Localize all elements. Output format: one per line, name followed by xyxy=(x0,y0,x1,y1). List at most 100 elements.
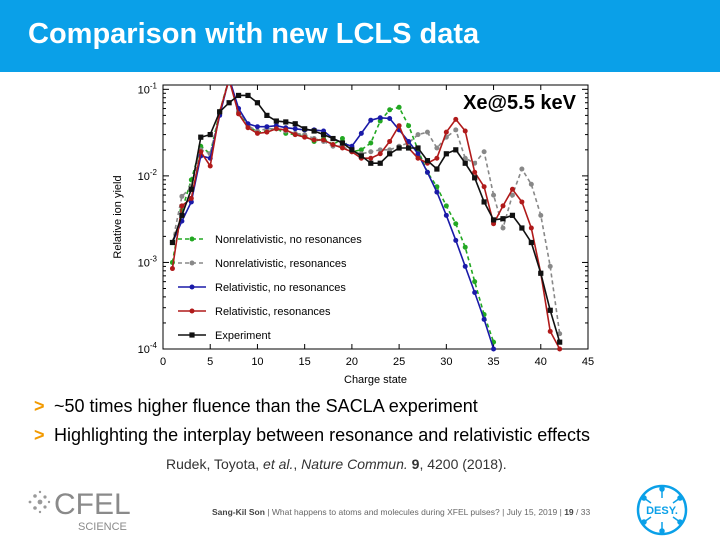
data-point xyxy=(292,121,298,127)
legend-swatch-marker xyxy=(189,308,195,314)
data-point xyxy=(415,155,421,161)
data-point xyxy=(519,199,525,205)
data-point xyxy=(264,112,270,118)
ion-yield-chart: 0 5 10 15 20 25 30 35 40 45 10-1 10-2 10-3 10-4 Charge… xyxy=(112,81,594,386)
data-point xyxy=(434,145,440,151)
cfel-logo-subtext: SCIENCE xyxy=(78,521,127,533)
data-point xyxy=(424,169,430,175)
data-point xyxy=(207,163,213,169)
data-point xyxy=(415,151,421,157)
data-point xyxy=(453,116,459,122)
bullet-item: > Highlighting the interplay between res… xyxy=(34,425,714,454)
data-point xyxy=(179,203,185,209)
data-point xyxy=(311,137,317,143)
data-point xyxy=(169,266,175,272)
data-point xyxy=(453,127,459,133)
data-point xyxy=(424,129,430,135)
legend-swatch-marker xyxy=(189,260,195,266)
data-point xyxy=(481,316,487,322)
data-point xyxy=(377,160,383,166)
data-point xyxy=(453,237,459,243)
x-tick-label: 25 xyxy=(393,356,405,368)
data-point xyxy=(236,111,242,117)
data-point xyxy=(443,151,449,157)
data-point xyxy=(188,186,194,192)
data-point xyxy=(358,147,364,153)
legend-label: Nonrelativistic, resonances xyxy=(215,258,347,270)
data-point xyxy=(472,169,478,175)
citation-volume: 9 xyxy=(411,456,420,472)
data-point xyxy=(321,137,327,143)
data-point xyxy=(396,104,402,110)
x-tick-label: 45 xyxy=(582,356,594,368)
data-point xyxy=(481,149,487,155)
cfel-logo: CFEL SCIENCE xyxy=(28,488,131,533)
data-point xyxy=(557,331,563,337)
citation-rest: , 4200 (2018). xyxy=(419,456,507,472)
data-point xyxy=(339,140,346,146)
data-point xyxy=(339,145,345,151)
data-point xyxy=(434,166,440,172)
data-point xyxy=(528,239,534,246)
data-point xyxy=(235,92,242,99)
data-point xyxy=(387,147,393,153)
data-point xyxy=(188,199,194,205)
data-point xyxy=(377,151,383,157)
footer-page: 19 xyxy=(564,507,574,517)
legend-label: Nonrelativistic, no resonances xyxy=(215,234,362,246)
data-point xyxy=(453,147,459,153)
data-point xyxy=(491,192,497,198)
bullet-text: Highlighting the interplay between reson… xyxy=(54,425,590,445)
data-point xyxy=(396,123,402,129)
data-point xyxy=(462,244,468,250)
data-point xyxy=(358,130,364,136)
x-tick-label: 0 xyxy=(160,356,166,368)
data-point xyxy=(519,166,525,172)
data-point xyxy=(330,142,336,148)
data-point xyxy=(415,132,421,138)
data-point xyxy=(462,155,468,161)
slide-header: Comparison with new LCLS data xyxy=(0,0,720,72)
data-point xyxy=(217,109,223,115)
footer-author: Sang-Kil Son xyxy=(212,507,265,517)
data-point xyxy=(387,151,393,157)
citation-authors: Rudek, Toyota, xyxy=(166,456,264,472)
data-point xyxy=(500,203,506,209)
plot-frame xyxy=(162,84,589,350)
citation-journal: Nature Commun. xyxy=(301,456,408,472)
data-point xyxy=(500,216,506,222)
footer-text: | What happens to atoms and molecules du… xyxy=(267,507,562,517)
data-point xyxy=(387,107,393,113)
data-point xyxy=(245,125,251,131)
data-point xyxy=(443,203,449,209)
data-point xyxy=(283,127,289,133)
data-point xyxy=(387,138,393,144)
y-tick-label: 10-4 xyxy=(138,341,158,356)
data-point xyxy=(387,116,393,122)
legend-swatch-marker xyxy=(189,284,195,290)
bullet-text: ~50 times higher fluence than the SACLA … xyxy=(54,396,478,416)
data-point xyxy=(557,339,563,345)
slide-footer: Sang-Kil Son | What happens to atoms and… xyxy=(212,507,590,517)
data-point xyxy=(547,307,553,313)
data-point xyxy=(273,118,279,124)
x-tick-label: 5 xyxy=(207,356,213,368)
data-point xyxy=(254,124,260,130)
data-point xyxy=(481,199,487,205)
data-point xyxy=(406,138,412,144)
data-point xyxy=(254,100,261,106)
desy-logo: DESY. xyxy=(636,484,688,536)
data-point xyxy=(207,131,213,138)
citation-sep: , xyxy=(293,456,302,472)
x-tick-label: 40 xyxy=(535,356,547,368)
citation-etal: et al. xyxy=(263,456,294,472)
data-point xyxy=(292,126,298,132)
y-tick-label: 10-3 xyxy=(138,254,158,269)
data-point xyxy=(377,115,383,121)
data-point xyxy=(528,225,534,231)
legend-label: Relativistic, no resonances xyxy=(215,282,346,294)
data-point xyxy=(245,92,251,99)
data-point xyxy=(434,155,440,161)
x-tick-label: 10 xyxy=(251,356,263,368)
data-point xyxy=(302,126,308,132)
